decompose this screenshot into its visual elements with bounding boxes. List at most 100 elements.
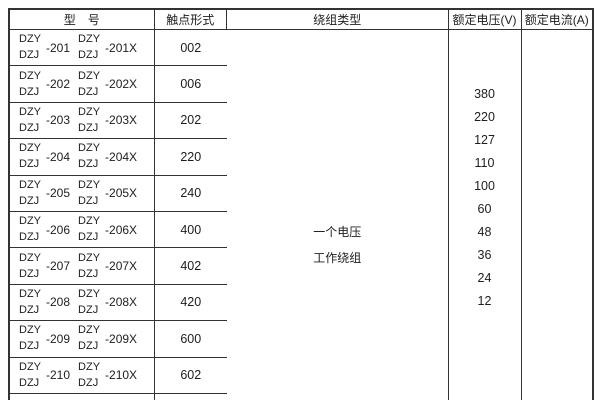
model-cell: DZY DZJ -209 DZY DZJ -209X bbox=[10, 321, 155, 357]
model-brand-bottom: DZJ bbox=[19, 267, 40, 280]
model-cell: DZY DZJ -206 DZY DZJ -206X bbox=[10, 211, 155, 248]
table-row: DZY DZJ -207 DZY DZJ -207X 402 bbox=[10, 248, 227, 285]
model-brand-top: DZY bbox=[19, 287, 41, 300]
model-x-brand-bottom: DZJ bbox=[78, 158, 99, 171]
model-brand-bottom: DZJ bbox=[19, 85, 40, 98]
model-cell: DZY DZJ -205 DZY DZJ -205X bbox=[10, 175, 155, 211]
winding-line-2: 工作绕组 bbox=[313, 251, 362, 265]
model-cell: DZY DZJ -210 DZY DZJ -210X bbox=[10, 357, 155, 393]
model-brand-stack: DZY DZJ bbox=[19, 325, 41, 352]
header-winding-type: 绕组类型 bbox=[227, 10, 449, 29]
model-number-x: -209X bbox=[105, 331, 138, 346]
model-brand-top: DZY bbox=[19, 105, 41, 118]
model-x-brand-top: DZY bbox=[78, 142, 101, 155]
model-brand-stack: DZY DZJ bbox=[19, 69, 41, 98]
model-brand-stack-x: DZY DZJ bbox=[78, 361, 100, 389]
model-brand-top: DZY bbox=[19, 178, 41, 191]
model-brand-bottom: DZJ bbox=[19, 340, 40, 353]
model-x-brand-top: DZY bbox=[78, 69, 101, 82]
model-number-x: -203X bbox=[105, 113, 138, 128]
model-brand-top: DZY bbox=[19, 215, 41, 228]
header-contact-form: 触点形式 bbox=[155, 10, 227, 29]
model-number: -208 bbox=[46, 295, 71, 310]
model-x-brand-bottom: DZJ bbox=[78, 231, 99, 244]
voltage-value: 48 bbox=[477, 225, 492, 239]
model-brand-stack: DZY DZJ bbox=[19, 143, 41, 170]
model-brand-bottom: DZJ bbox=[19, 121, 40, 134]
model-brand-top: DZY bbox=[19, 69, 41, 82]
model-x-brand-top: DZY bbox=[78, 178, 101, 191]
voltage-value: 380 bbox=[474, 87, 495, 101]
table-header-row: 型 号 触点形式 绕组类型 额定电压(V) 额定电流(A) bbox=[10, 10, 592, 30]
model-brand-stack-x: DZY DZJ bbox=[78, 105, 101, 134]
model-x-brand-bottom: DZJ bbox=[78, 121, 99, 134]
relay-spec-table: 型 号 触点形式 绕组类型 额定电压(V) 额定电流(A) DZY DZJ -2… bbox=[8, 8, 594, 400]
header-rated-voltage: 额定电压(V) bbox=[449, 10, 522, 29]
voltage-value: 100 bbox=[474, 179, 495, 193]
header-rated-current: 额定电流(A) bbox=[524, 13, 589, 27]
table-row bbox=[10, 393, 228, 400]
contact-form-cell: 240 bbox=[180, 186, 202, 201]
model-number-x: -201X bbox=[105, 40, 138, 55]
contact-form-cell bbox=[155, 394, 228, 400]
model-brand-stack-x: DZY DZJ bbox=[78, 69, 101, 98]
model-cell: DZY DZJ -204 DZY DZJ -204X bbox=[10, 139, 155, 175]
model-number-x: -207X bbox=[105, 259, 138, 274]
model-brand-stack: DZY DZJ bbox=[19, 287, 41, 316]
model-x-brand-bottom: DZJ bbox=[78, 267, 99, 280]
model-brand-bottom: DZJ bbox=[19, 194, 40, 207]
model-number-x: -210X bbox=[105, 368, 138, 383]
model-brand-stack-x: DZY DZJ bbox=[78, 288, 100, 316]
model-x-brand-top: DZY bbox=[78, 105, 101, 118]
model-brand-top: DZY bbox=[19, 360, 41, 373]
voltage-list: 380 220 127 110 100 60 48 36 24 12 bbox=[474, 83, 495, 313]
model-cell bbox=[10, 393, 155, 400]
table-row: DZY DZJ -209 DZY DZJ -209X 600 bbox=[10, 321, 227, 358]
model-x-brand-bottom: DZJ bbox=[78, 303, 99, 316]
contact-form-cell: 002 bbox=[180, 40, 202, 55]
table-body: DZY DZJ -201 DZY DZJ -201X 002 DZY DZJ -… bbox=[10, 30, 592, 400]
voltage-value: 220 bbox=[474, 110, 495, 124]
model-number-x: -204X bbox=[105, 149, 138, 164]
model-number: -210 bbox=[46, 368, 71, 383]
model-brand-stack-x: DZY DZJ bbox=[78, 143, 100, 170]
model-brand-bottom: DZJ bbox=[19, 303, 40, 316]
voltage-value: 60 bbox=[477, 202, 492, 216]
model-brand-stack-x: DZY DZJ bbox=[78, 34, 100, 61]
model-brand-bottom: DZJ bbox=[19, 231, 40, 244]
contact-form-cell: 220 bbox=[180, 149, 202, 164]
voltage-value: 24 bbox=[477, 271, 492, 285]
contact-form-cell: 602 bbox=[180, 368, 202, 383]
winding-line-1: 一个电压 bbox=[313, 225, 362, 239]
model-x-brand-top: DZY bbox=[78, 33, 101, 46]
model-number: -206 bbox=[46, 222, 71, 237]
contact-form-cell: 006 bbox=[180, 77, 202, 92]
model-number-x: -202X bbox=[105, 77, 138, 92]
model-x-brand-bottom: DZJ bbox=[78, 49, 99, 62]
model-x-brand-top: DZY bbox=[78, 324, 101, 337]
contact-form-cell: 600 bbox=[180, 331, 202, 346]
model-contact-rows: DZY DZJ -201 DZY DZJ -201X 002 DZY DZJ -… bbox=[10, 30, 227, 400]
model-brand-stack: DZY DZJ bbox=[19, 251, 41, 280]
voltage-value: 110 bbox=[474, 156, 495, 170]
table-row: DZY DZJ -210 DZY DZJ -210X 602 bbox=[10, 357, 227, 394]
model-brand-stack-x: DZY DZJ bbox=[78, 178, 101, 207]
model-number: -204 bbox=[46, 149, 71, 164]
winding-type-cell: 一个电压 工作绕组 bbox=[227, 30, 449, 400]
contact-form-cell: 402 bbox=[180, 259, 202, 274]
model-number: -209 bbox=[46, 331, 71, 346]
rated-voltage-cell: 380 220 127 110 100 60 48 36 24 12 bbox=[449, 30, 522, 400]
model-number-x: -205X bbox=[105, 186, 138, 201]
table-row: DZY DZJ -202 DZY DZJ -202X 006 bbox=[10, 66, 227, 103]
table-row: DZY DZJ -206 DZY DZJ -206X 400 bbox=[10, 211, 227, 249]
model-brand-stack: DZY DZJ bbox=[19, 34, 41, 61]
model-brand-top: DZY bbox=[19, 142, 41, 155]
model-number: -202 bbox=[46, 77, 71, 92]
voltage-value: 36 bbox=[477, 248, 492, 262]
table-row: DZY DZJ -204 DZY DZJ -204X 220 bbox=[10, 139, 227, 176]
model-brand-top: DZY bbox=[19, 251, 41, 264]
model-cell: DZY DZJ -201 DZY DZJ -201X bbox=[10, 30, 155, 66]
model-number-x: -206X bbox=[105, 222, 138, 237]
contact-form-cell: 420 bbox=[180, 295, 202, 310]
